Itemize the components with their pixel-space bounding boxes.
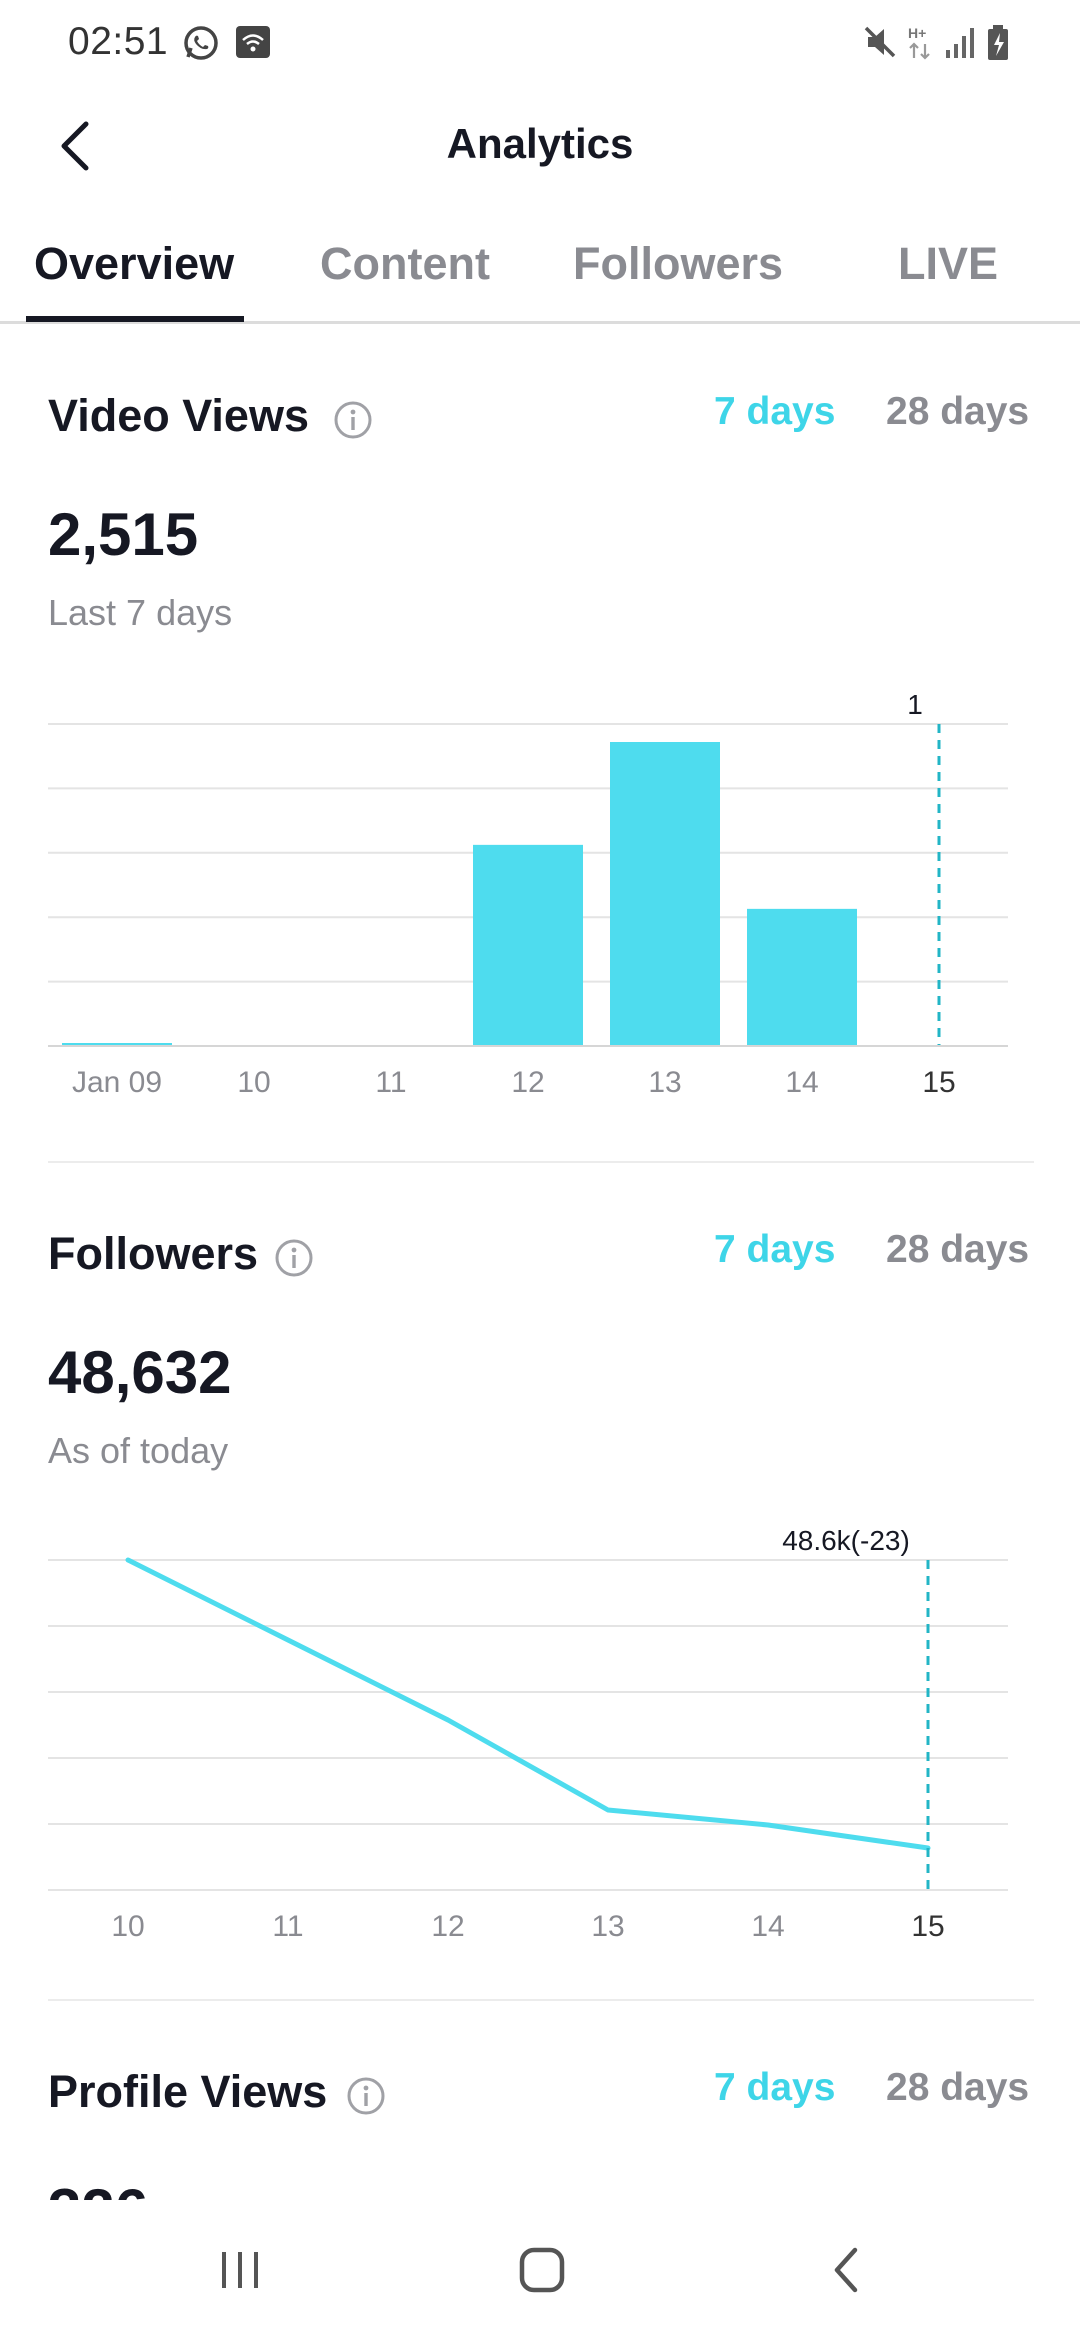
recent-apps-icon [222,2252,258,2288]
recent-apps-button[interactable] [200,2240,280,2300]
video-views-value: 2,515 [48,501,199,568]
section-divider [48,1161,1034,1163]
video-views-7-days-button[interactable]: 7 days [714,390,836,433]
followers-caption: As of today [48,1430,229,1471]
header: Analytics [0,86,1080,206]
tab-followers[interactable]: Followers [573,238,784,289]
video-views-bar-chart: Jan 09 10 11 12 13 14 1 15 [48,689,1008,1099]
bar [610,742,720,1046]
bar [473,844,583,1046]
video-views-caption: Last 7 days [48,592,233,633]
highlight-label: 1 [907,689,923,720]
tab-content[interactable]: Content [320,238,490,289]
home-icon [519,2247,565,2293]
system-back-icon [834,2247,858,2293]
series-line [125,1557,931,1851]
info-icon[interactable] [274,1238,314,1278]
x-tick-label: 15 [922,1066,955,1099]
x-tick-label: 11 [375,1066,406,1099]
status-bar: 02:51 H+ [0,0,1080,86]
wifi-call-icon [236,26,270,58]
followers-title: Followers [48,1228,259,1279]
info-icon[interactable] [346,2076,386,2116]
x-tick-label: 12 [431,1910,464,1943]
svg-text:H+: H+ [908,25,926,41]
profile-views-value: 326 [48,2176,148,2200]
tab-live[interactable]: LIVE [898,238,999,289]
home-button[interactable] [502,2240,582,2300]
followers-line-chart: 10 11 12 13 14 48.6k(-23) 15 [48,1525,1008,1943]
profile-views-7-days-button[interactable]: 7 days [714,2066,836,2109]
tab-active-indicator [26,316,244,322]
x-tick-label: 10 [111,1910,144,1943]
followers-7-days-button[interactable]: 7 days [714,1228,836,1271]
x-tick-label: 10 [237,1066,270,1099]
video-views-title: Video Views [48,390,309,441]
signal-icon [946,28,974,58]
x-tick-label: 14 [785,1066,818,1099]
info-icon[interactable] [333,400,373,440]
profile-views-section: Profile Views 7 days 28 days 326 [0,2046,1080,2200]
profile-views-28-days-button[interactable]: 28 days [886,2066,1030,2109]
x-tick-label: 14 [751,1910,784,1943]
video-views-28-days-button[interactable]: 28 days [886,390,1030,433]
bar [747,908,857,1046]
x-tick-label: 12 [511,1066,544,1099]
x-tick-label: 11 [272,1910,303,1943]
followers-value: 48,632 [48,1339,232,1406]
x-tick-label: 15 [911,1910,944,1943]
section-divider [48,1999,1034,2001]
system-back-button[interactable] [806,2240,886,2300]
x-tick-label: Jan 09 [72,1066,162,1099]
bar [62,1043,172,1046]
page-title: Analytics [446,120,634,167]
followers-28-days-button[interactable]: 28 days [886,1228,1030,1271]
highlight-label: 48.6k(-23) [782,1525,910,1556]
tab-overview[interactable]: Overview [34,238,235,289]
profile-views-title: Profile Views [48,2066,328,2117]
status-time: 02:51 [68,20,169,63]
system-nav-bar [0,2200,1080,2340]
whatsapp-icon [184,26,218,60]
mute-icon [864,26,896,58]
back-button[interactable] [40,110,112,182]
tab-bar: Overview Content Followers LIVE [0,216,1080,324]
x-tick-label: 13 [591,1910,624,1943]
x-tick-label: 13 [648,1066,681,1099]
battery-charging-icon [988,25,1008,60]
hplus-network-icon: H+ [908,25,930,60]
chevron-left-icon [61,121,89,171]
